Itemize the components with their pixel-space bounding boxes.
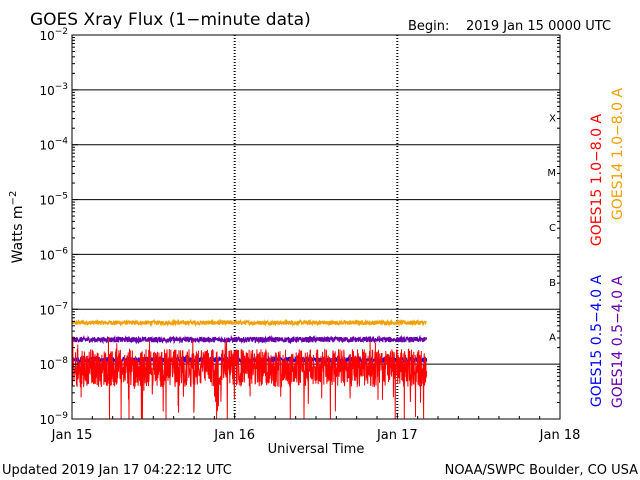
y-axis-ticks: 10−210−310−410−510−610−710−810−9 xyxy=(39,27,560,427)
y-axis-label: Watts m−2 xyxy=(8,191,26,264)
y-tick-exponent: −3 xyxy=(55,82,68,92)
legend: GOES15 1.0−8.0 A GOES14 1.0−8.0 A GOES15 0… xyxy=(589,88,626,409)
y-tick-exponent: −5 xyxy=(55,192,68,202)
y-tick-exponent: −6 xyxy=(55,246,69,256)
y-tick-base: 10 xyxy=(39,248,54,262)
y-tick-label: 10−4 xyxy=(39,137,68,153)
y-tick-exponent: −8 xyxy=(55,356,69,366)
y-tick-label: 10−2 xyxy=(39,27,68,43)
y-tick-label: 10−6 xyxy=(39,246,68,262)
y-tick-label: 10−9 xyxy=(39,411,68,427)
y-tick-exponent: −4 xyxy=(55,137,69,147)
x-tick-label: Jan 15 xyxy=(51,428,93,443)
x-axis-label: Universal Time xyxy=(268,442,365,457)
y-axis-label-exponent: −2 xyxy=(8,191,19,206)
x-axis-ticks: Jan 15 Jan 16 Jan 17 Jan 18 xyxy=(51,413,581,443)
y-tick-exponent: −9 xyxy=(55,411,69,421)
begin-label: Begin: xyxy=(408,19,449,34)
series-layer xyxy=(71,318,428,420)
y-tick-base: 10 xyxy=(39,84,54,98)
x-tick-label: Jan 18 xyxy=(539,428,581,443)
x-tick-label: Jan 17 xyxy=(376,428,418,443)
flare-class-label: C xyxy=(549,223,556,234)
flare-class-label: B xyxy=(549,278,556,289)
series-line xyxy=(71,318,427,328)
y-tick-base: 10 xyxy=(39,29,54,43)
legend-entry: GOES14 0.5−4.0 A xyxy=(610,276,626,409)
y-tick-exponent: −7 xyxy=(55,301,68,311)
series-line xyxy=(71,336,428,420)
y-tick-base: 10 xyxy=(39,139,54,153)
chart-title: GOES Xray Flux (1−minute data) xyxy=(30,10,311,30)
y-tick-base: 10 xyxy=(39,303,54,317)
flare-class-label: M xyxy=(547,168,556,179)
flare-class-labels: X M C B A xyxy=(547,113,556,343)
x-tick-label: Jan 16 xyxy=(213,428,255,443)
flare-class-label: X xyxy=(549,113,556,124)
y-tick-label: 10−7 xyxy=(39,301,68,317)
y-tick-label: 10−3 xyxy=(39,82,68,98)
flare-class-label: A xyxy=(549,333,556,344)
legend-entry: GOES14 1.0−8.0 A xyxy=(610,88,626,221)
y-tick-base: 10 xyxy=(39,413,54,427)
legend-entry: GOES15 1.0−8.0 A xyxy=(589,114,605,247)
y-tick-label: 10−5 xyxy=(39,192,68,208)
y-tick-base: 10 xyxy=(39,194,54,208)
begin-value: 2019 Jan 15 0000 UTC xyxy=(466,19,611,34)
y-tick-label: 10−8 xyxy=(39,356,68,372)
y-tick-base: 10 xyxy=(39,358,54,372)
y-tick-exponent: −2 xyxy=(55,27,68,37)
footer-updated: Updated 2019 Jan 17 04:22:12 UTC xyxy=(2,463,232,478)
y-axis-label-text: Watts m xyxy=(10,205,26,263)
series-line xyxy=(71,334,428,345)
footer-source: NOAA/SWPC Boulder, CO USA xyxy=(445,463,638,478)
legend-entry: GOES15 0.5−4.0 A xyxy=(589,275,605,408)
